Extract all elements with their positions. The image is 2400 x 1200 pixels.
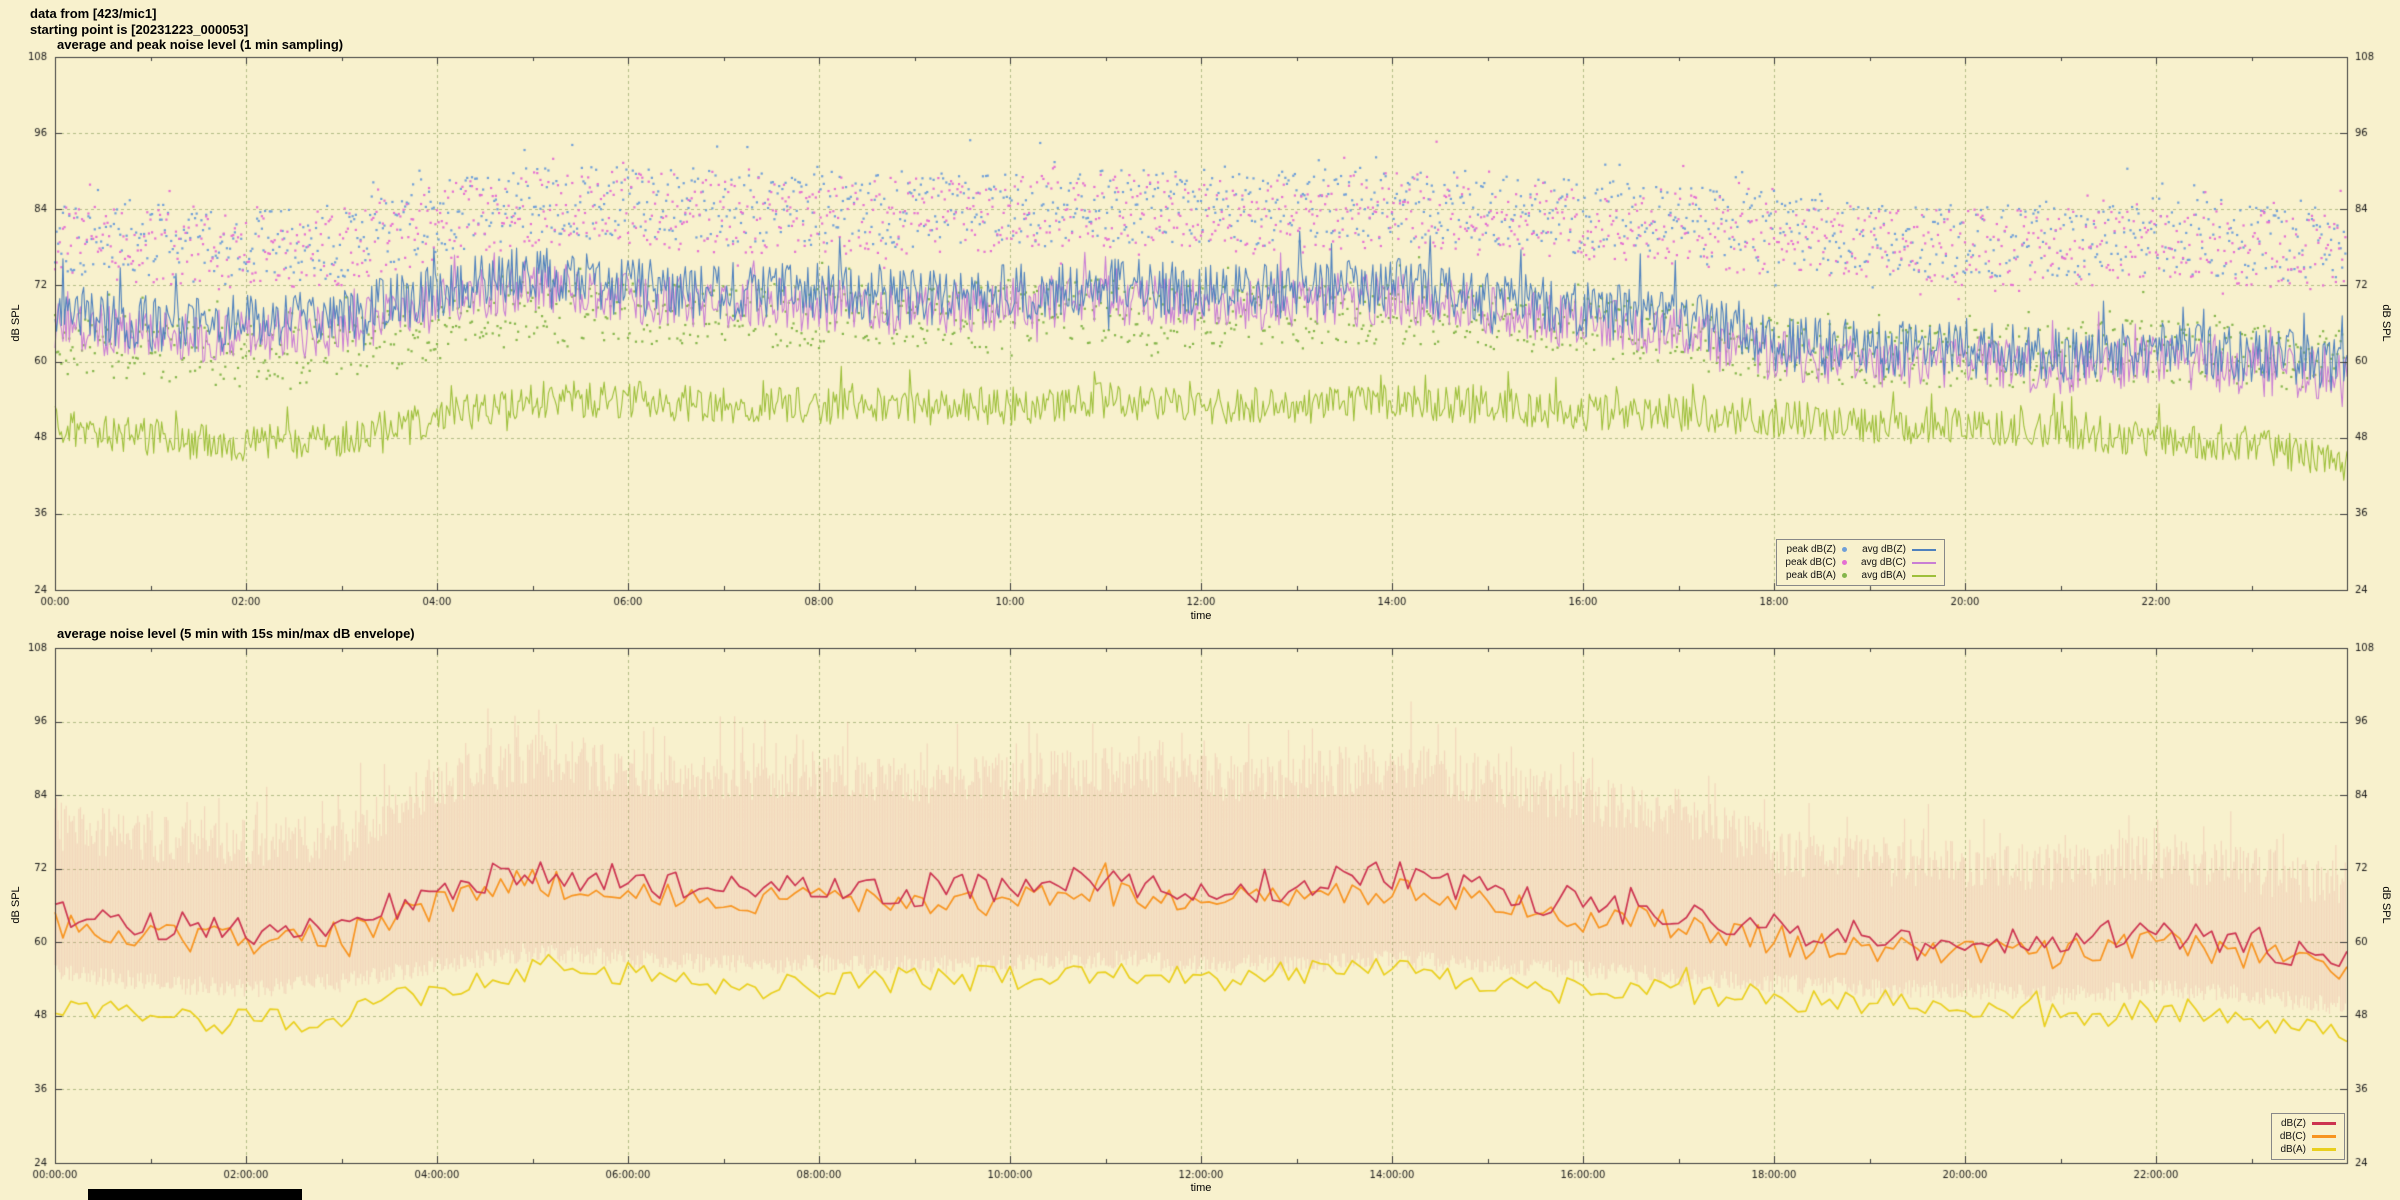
legend-item: peak dB(A) (1785, 570, 1847, 581)
legend-item: avg dB(A) (1861, 570, 1936, 581)
legend-label: dB(Z) (2281, 1118, 2306, 1129)
legend-column: peak dB(Z) peak dB(C) peak dB(A) (1785, 544, 1847, 581)
legend-item: peak dB(Z) (1785, 544, 1847, 555)
chart1-legend: peak dB(Z) peak dB(C) peak dB(A) avg dB(Z) a… (1776, 539, 1945, 586)
legend-dot-marker-icon (1841, 560, 1847, 565)
header-starting-point: starting point is [20231223_000053] (30, 22, 249, 37)
header: data from [423/mic1] starting point is [… (30, 6, 248, 38)
legend-column: dB(Z) dB(C) dB(A) (2280, 1118, 2336, 1155)
legend-line-marker-icon (1912, 561, 1936, 564)
legend-item: avg dB(Z) (1861, 544, 1936, 555)
legend-item: dB(A) (2280, 1144, 2336, 1155)
legend-label: avg dB(A) (1861, 570, 1906, 581)
legend-label: dB(C) (2279, 1131, 2306, 1142)
legend-label: avg dB(C) (1860, 557, 1906, 568)
chart1-ylabel-left: dB SPL (10, 304, 22, 342)
header-data-source: data from [423/mic1] (30, 6, 157, 21)
legend-label: peak dB(A) (1785, 570, 1836, 581)
chart2-legend: dB(Z) dB(C) dB(A) (2270, 1113, 2345, 1160)
chart1-ylabel-right: dB SPL (2380, 304, 2392, 342)
legend-column: avg dB(Z) avg dB(C) avg dB(A) (1861, 544, 1936, 581)
legend-label: peak dB(C) (1785, 557, 1836, 568)
chart1-xlabel: time (1190, 610, 1212, 622)
chart2-title: average noise level (5 min with 15s min/… (57, 626, 415, 641)
chart2-ylabel-left: dB SPL (10, 886, 22, 924)
legend-label: dB(A) (2280, 1144, 2306, 1155)
legend-item: peak dB(C) (1785, 557, 1847, 568)
legend-item: avg dB(C) (1861, 557, 1936, 568)
chart1-title: average and peak noise level (1 min samp… (57, 37, 344, 52)
legend-dot-marker-icon (1841, 573, 1847, 578)
legend-line-marker-icon (2312, 1135, 2336, 1138)
legend-line-marker-icon (1912, 548, 1936, 551)
bottom-black-bar (88, 1189, 302, 1200)
chart2-xlabel: time (1190, 1182, 1212, 1194)
legend-item: dB(Z) (2280, 1118, 2336, 1129)
legend-dot-marker-icon (1841, 547, 1847, 552)
legend-label: avg dB(Z) (1862, 544, 1906, 555)
chart2-ylabel-right: dB SPL (2380, 886, 2392, 924)
legend-line-marker-icon (2312, 1122, 2336, 1125)
legend-line-marker-icon (2312, 1148, 2336, 1151)
legend-line-marker-icon (1912, 574, 1936, 577)
legend-label: peak dB(Z) (1786, 544, 1836, 555)
legend-item: dB(C) (2280, 1131, 2336, 1142)
